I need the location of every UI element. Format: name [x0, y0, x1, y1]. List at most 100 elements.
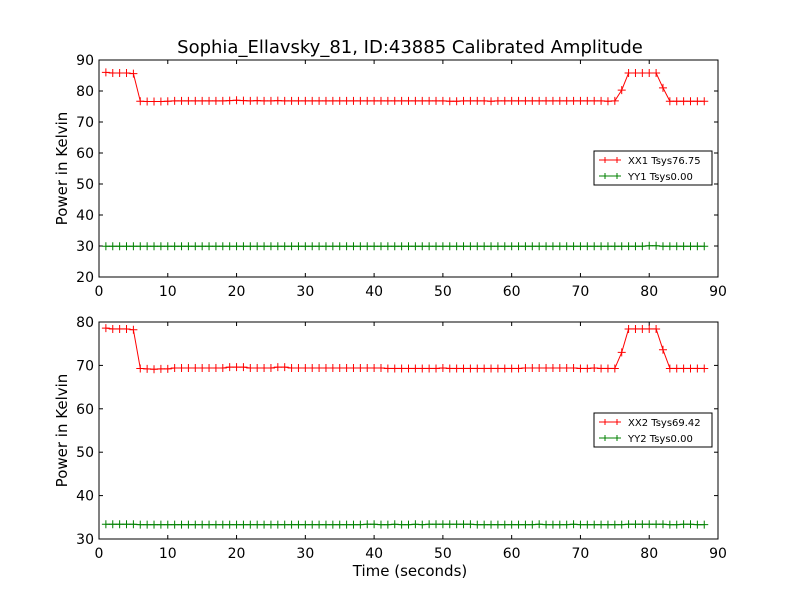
- data-point: [232, 520, 241, 529]
- data-point: [335, 520, 344, 529]
- data-point: [693, 364, 702, 373]
- data-point: [143, 520, 152, 529]
- data-point: [205, 96, 214, 105]
- data-point: [273, 242, 282, 251]
- data-point: [163, 520, 172, 529]
- data-point: [191, 96, 200, 105]
- data-point: [239, 363, 248, 372]
- data-point: [679, 97, 688, 106]
- data-point: [548, 242, 557, 251]
- data-point: [507, 96, 516, 105]
- data-point: [115, 324, 124, 333]
- data-point: [342, 242, 351, 251]
- data-point: [652, 241, 661, 250]
- data-point: [370, 96, 379, 105]
- y-tick-label: 20: [76, 270, 94, 286]
- data-point: [569, 96, 578, 105]
- data-point: [473, 364, 482, 373]
- data-point: [514, 520, 523, 529]
- data-point: [686, 242, 695, 251]
- data-point: [253, 520, 262, 529]
- data-point: [624, 242, 633, 251]
- data-point: [397, 96, 406, 105]
- data-point: [411, 242, 420, 251]
- data-point: [315, 96, 324, 105]
- data-point: [273, 520, 282, 529]
- y-tick-label: 30: [76, 532, 94, 548]
- data-point: [693, 97, 702, 106]
- data-point: [342, 364, 351, 373]
- data-point: [700, 242, 709, 251]
- data-point: [693, 242, 702, 251]
- data-point: [253, 242, 262, 251]
- x-tick-label: 0: [95, 546, 104, 562]
- data-point: [438, 96, 447, 105]
- data-point: [528, 242, 537, 251]
- data-point: [487, 242, 496, 251]
- data-point: [170, 242, 179, 251]
- data-point: [225, 520, 234, 529]
- y-tick-label: 60: [76, 402, 94, 418]
- data-point: [610, 242, 619, 251]
- y-tick-label: 30: [76, 239, 94, 255]
- data-point: [542, 242, 551, 251]
- data-point: [328, 242, 337, 251]
- data-point: [246, 520, 255, 529]
- data-point: [665, 364, 674, 373]
- data-point: [390, 364, 399, 373]
- legend-label: XX1 Tsys76.75: [628, 156, 701, 167]
- data-point: [370, 364, 379, 373]
- data-point: [466, 242, 475, 251]
- data-point: [459, 242, 468, 251]
- legend-marker: [602, 157, 620, 163]
- data-point: [418, 364, 427, 373]
- data-point: [101, 520, 110, 529]
- data-point: [624, 520, 633, 529]
- data-point: [514, 364, 523, 373]
- data-point: [122, 69, 131, 78]
- data-point: [576, 364, 585, 373]
- data-point: [638, 324, 647, 333]
- data-point: [665, 520, 674, 529]
- data-point: [480, 96, 489, 105]
- data-point: [397, 364, 406, 373]
- data-point: [266, 364, 275, 373]
- data-point: [542, 96, 551, 105]
- data-point: [617, 86, 626, 95]
- data-point: [590, 520, 599, 529]
- data-point: [115, 242, 124, 251]
- data-point: [658, 242, 667, 251]
- data-point: [679, 242, 688, 251]
- data-point: [136, 520, 145, 529]
- data-point: [473, 520, 482, 529]
- x-tick-label: 90: [709, 546, 727, 562]
- data-point: [459, 364, 468, 373]
- data-point: [452, 242, 461, 251]
- data-point: [266, 96, 275, 105]
- data-point: [638, 69, 647, 78]
- x-tick-label: 40: [365, 546, 383, 562]
- data-point: [404, 242, 413, 251]
- data-point: [150, 242, 159, 251]
- data-point: [335, 364, 344, 373]
- data-point: [218, 364, 227, 373]
- data-point: [583, 242, 592, 251]
- data-point: [507, 242, 516, 251]
- legend-marker: [602, 173, 620, 179]
- data-point: [143, 242, 152, 251]
- data-point: [273, 96, 282, 105]
- data-point: [266, 242, 275, 251]
- data-point: [425, 96, 434, 105]
- data-point: [129, 69, 138, 78]
- data-point: [198, 96, 207, 105]
- y-tick-label: 70: [76, 358, 94, 374]
- data-point: [425, 520, 434, 529]
- data-point: [301, 520, 310, 529]
- data-point: [239, 96, 248, 105]
- data-point: [170, 96, 179, 105]
- data-point: [597, 96, 606, 105]
- data-point: [700, 97, 709, 106]
- data-point: [356, 520, 365, 529]
- data-point: [390, 96, 399, 105]
